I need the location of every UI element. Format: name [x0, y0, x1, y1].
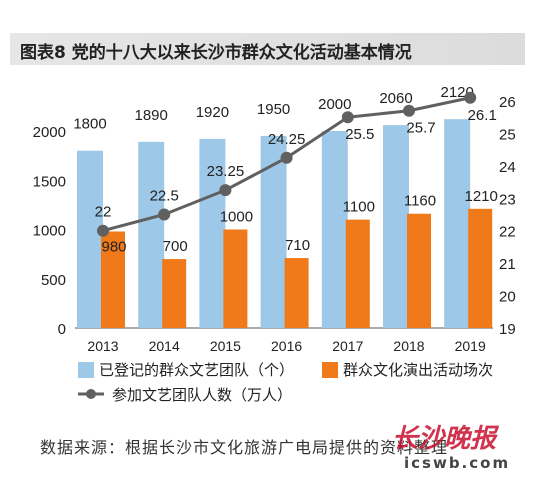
line-point-member-count: [341, 111, 354, 124]
data-label-team-count: 1800: [73, 116, 106, 133]
bar-team-count: [321, 131, 348, 328]
bar-performance-count: [284, 258, 309, 328]
data-label-performance-count: 1000: [220, 209, 253, 226]
data-label-team-count: 1890: [135, 107, 168, 124]
y-right-tick-label: 19: [499, 321, 516, 338]
data-label-team-count: 1920: [196, 104, 229, 121]
source-note: 数据来源：根据长沙市文化旅游广电局提供的资料整理: [40, 438, 449, 457]
bar-team-count: [77, 150, 103, 328]
bar-performance-count: [101, 231, 125, 328]
data-label-performance-count: 1160: [404, 193, 436, 210]
bar-performance-count: [223, 229, 248, 328]
x-tick-label: 2016: [271, 338, 302, 354]
data-label-performance-count: 710: [285, 237, 310, 254]
line-point-member-count: [280, 151, 293, 164]
data-label-performance-count: 980: [101, 238, 126, 255]
y-right-tick-label: 21: [499, 256, 516, 273]
data-label-member-count: 24.25: [268, 131, 306, 148]
data-label-performance-count: 1100: [343, 199, 375, 216]
bar-team-count: [444, 119, 471, 329]
data-label-team-count: 2000: [318, 96, 351, 113]
x-tick-label: 2014: [149, 338, 180, 354]
y-right-tick-label: 20: [499, 289, 516, 306]
data-label-team-count: 1950: [257, 101, 290, 118]
line-point-member-count: [97, 224, 109, 237]
data-label-performance-count: 700: [163, 238, 188, 255]
y-right-tick-label: 24: [499, 159, 516, 176]
line-point-member-count: [219, 184, 232, 197]
legend-label: 参加文艺团队人数（万人）: [112, 386, 292, 404]
y-left-tick-label: 2000: [33, 124, 66, 141]
legend-label: 已登记的群众文艺团队（个）: [99, 361, 294, 379]
legend-swatch: [78, 362, 94, 378]
chart-title: 图表8 党的十八大以来长沙市群众文化活动基本情况: [20, 43, 412, 63]
bar-team-count: [199, 138, 226, 328]
legend-label: 群众文化演出活动场次: [343, 361, 493, 379]
data-label-member-count: 25.5: [345, 126, 374, 143]
data-label-member-count: 25.7: [406, 120, 435, 137]
y-right-tick-label: 25: [499, 126, 516, 143]
title-bar: 图表8 党的十八大以来长沙市群众文化活动基本情况: [10, 33, 525, 65]
x-tick-label: 2013: [87, 338, 118, 354]
data-label-team-count: 2060: [379, 90, 412, 107]
x-tick-label: 2015: [210, 338, 241, 354]
y-left-tick-label: 1500: [33, 173, 66, 190]
y-right-tick-label: 23: [499, 191, 516, 208]
bar-performance-count: [407, 213, 431, 328]
watermark-url: icswb.com: [404, 454, 511, 472]
bar-performance-count: [162, 259, 187, 328]
watermark-logo: 长沙晚报: [392, 424, 497, 454]
legend-line-marker: [86, 389, 96, 399]
data-label-member-count: 26.1: [468, 107, 497, 124]
bar-performance-count: [468, 208, 493, 328]
data-label-performance-count: 1210: [465, 188, 498, 205]
bar-team-count: [383, 125, 409, 328]
x-tick-label: 2018: [393, 338, 424, 354]
data-label-member-count: 22.5: [150, 188, 179, 205]
line-point-member-count: [158, 208, 171, 221]
data-label-member-count: 22: [95, 204, 112, 221]
x-tick-label: 2017: [332, 338, 363, 354]
line-point-member-count: [464, 91, 477, 104]
data-label-member-count: 23.25: [207, 163, 245, 180]
y-left-tick-label: 0: [58, 321, 66, 338]
y-right-tick-label: 26: [499, 94, 516, 111]
bar-team-count: [138, 141, 165, 328]
legend-swatch: [322, 362, 338, 378]
y-left-tick-label: 1000: [33, 223, 66, 240]
bar-performance-count: [345, 219, 370, 328]
line-point-member-count: [403, 104, 415, 117]
y-right-tick-label: 22: [499, 224, 516, 241]
y-left-tick-label: 500: [41, 272, 66, 289]
x-tick-label: 2019: [455, 338, 486, 354]
